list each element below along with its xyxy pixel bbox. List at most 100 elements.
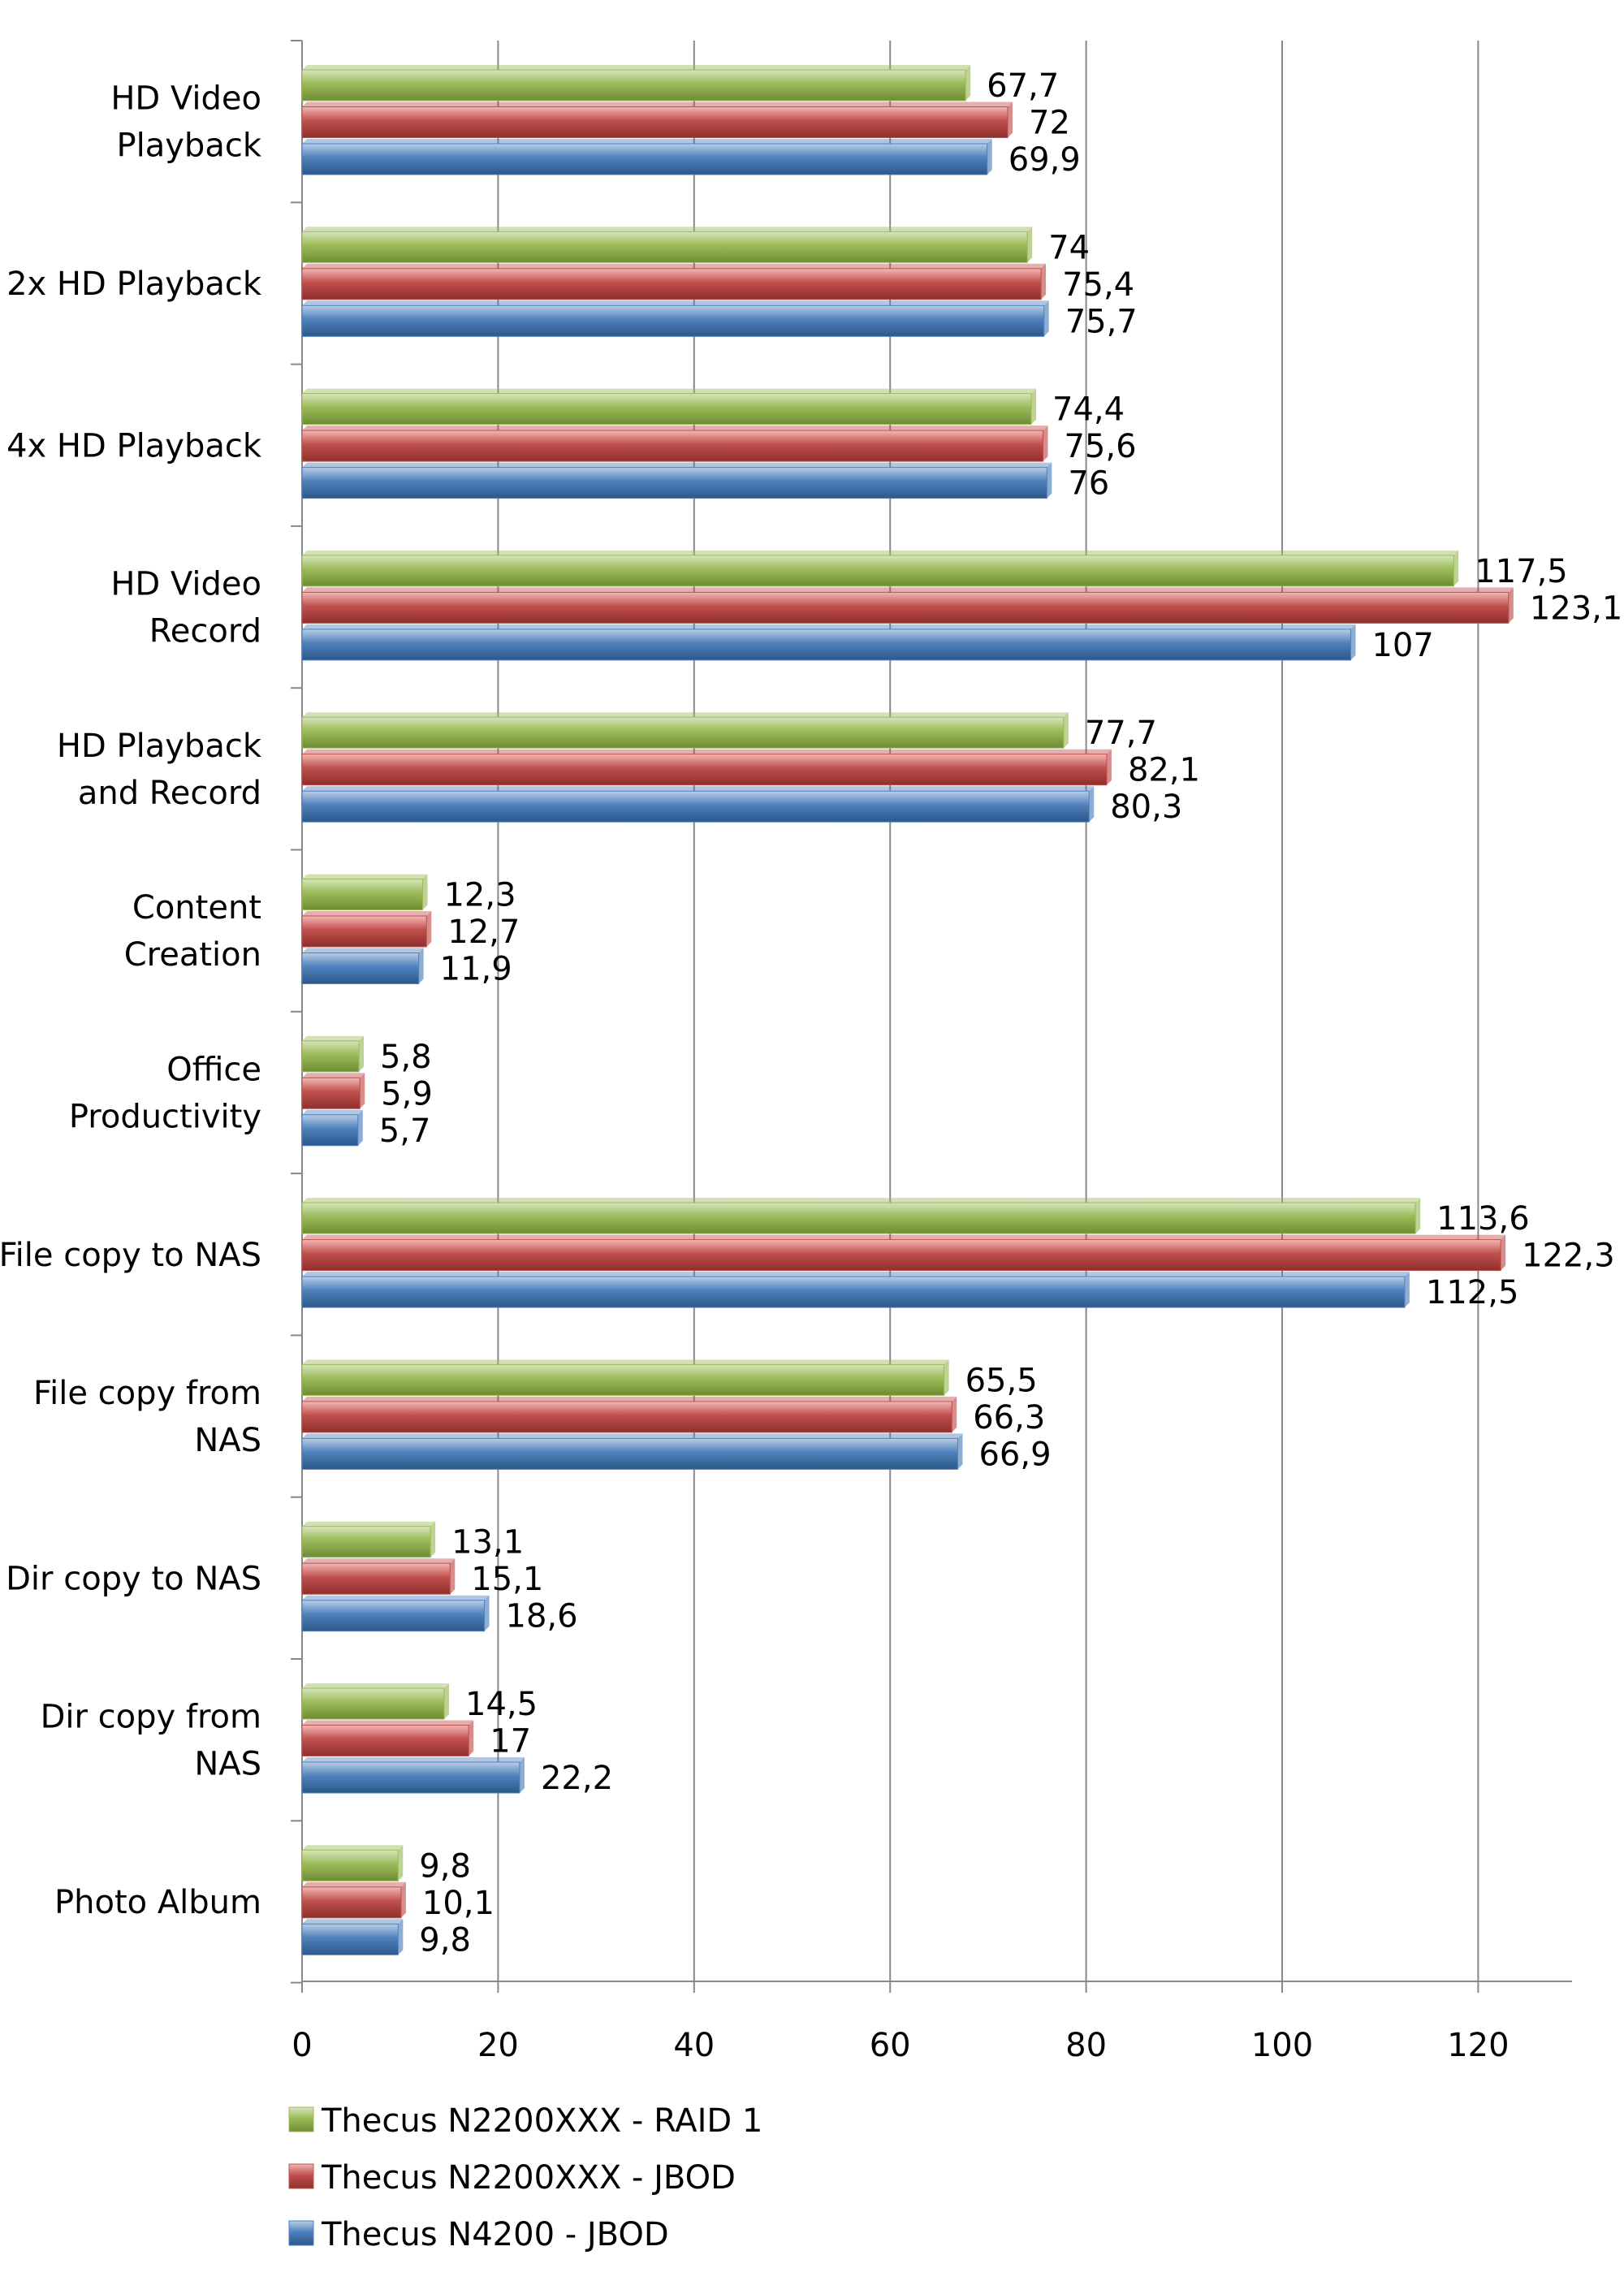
category-label: Photo Album bbox=[54, 1884, 261, 1921]
axes bbox=[291, 40, 1572, 1993]
bar-depth bbox=[469, 1720, 474, 1756]
data-label: 22,2 bbox=[541, 1760, 613, 1797]
bar-depth bbox=[987, 139, 992, 175]
bar-top bbox=[302, 1433, 963, 1439]
category-label: Content bbox=[132, 889, 261, 927]
grid-lines bbox=[497, 41, 1479, 1981]
category-label: File copy to NAS bbox=[0, 1237, 261, 1274]
bar-top bbox=[302, 712, 1069, 718]
bar-depth bbox=[1350, 624, 1356, 660]
bar-top bbox=[302, 624, 1356, 629]
bar-depth bbox=[1106, 749, 1112, 785]
bar-top bbox=[302, 1198, 1421, 1203]
bar bbox=[301, 1849, 399, 1881]
category-label: 2x HD Playback bbox=[6, 266, 262, 303]
category-label: HD Video bbox=[110, 80, 261, 118]
bar bbox=[301, 69, 966, 102]
legend-label: Thecus N2200XXX - RAID 1 bbox=[321, 2102, 762, 2140]
bar-top bbox=[302, 139, 992, 144]
bar-top bbox=[302, 1234, 1506, 1240]
bar bbox=[301, 1077, 361, 1109]
bars bbox=[301, 65, 1514, 1955]
bar-depth bbox=[1031, 388, 1037, 425]
data-label: 5,7 bbox=[379, 1112, 431, 1150]
data-label: 12,7 bbox=[447, 914, 520, 951]
bar bbox=[301, 754, 1108, 786]
bar-depth bbox=[1453, 550, 1459, 586]
bar bbox=[301, 305, 1045, 337]
bar-depth bbox=[359, 1035, 365, 1072]
bar-top bbox=[302, 1757, 525, 1762]
category-label: File copy from bbox=[33, 1375, 261, 1412]
data-label: 9,8 bbox=[419, 1921, 471, 1959]
bar-top bbox=[302, 874, 428, 879]
bar-depth bbox=[430, 1521, 436, 1557]
bar-depth bbox=[357, 1109, 363, 1146]
bar-depth bbox=[418, 948, 424, 984]
bar-depth bbox=[952, 1396, 957, 1432]
data-label: 66,9 bbox=[978, 1436, 1051, 1473]
bar bbox=[301, 1600, 486, 1632]
bar-top bbox=[302, 550, 1459, 555]
bar bbox=[301, 716, 1065, 749]
bar bbox=[301, 629, 1351, 661]
category-label: Dir copy to NAS bbox=[6, 1560, 261, 1597]
bar bbox=[301, 106, 1009, 138]
bar-top bbox=[302, 227, 1033, 232]
bar-depth bbox=[360, 1073, 365, 1109]
data-label: 12,3 bbox=[443, 877, 516, 914]
data-label: 14,5 bbox=[465, 1686, 538, 1723]
bar-top bbox=[302, 1720, 474, 1726]
bar bbox=[301, 1886, 402, 1919]
bar bbox=[301, 1687, 445, 1720]
bar-top bbox=[302, 911, 432, 916]
bar bbox=[301, 879, 423, 910]
bar bbox=[301, 430, 1043, 462]
bar-top bbox=[302, 786, 1095, 792]
category-label: Creation bbox=[124, 936, 261, 974]
bar-top bbox=[302, 426, 1048, 431]
bar-depth bbox=[484, 1595, 490, 1631]
bar-depth bbox=[444, 1683, 450, 1719]
bar-top bbox=[302, 1359, 949, 1365]
bar bbox=[301, 231, 1028, 263]
bar-depth bbox=[1043, 426, 1048, 462]
category-label: Dir copy from bbox=[41, 1699, 261, 1736]
data-label: 18,6 bbox=[506, 1598, 578, 1635]
bar bbox=[301, 1437, 958, 1470]
legend-label: Thecus N2200XXX - JBOD bbox=[321, 2159, 736, 2197]
x-tick-labels: 0 20 40 60 80 100 120 bbox=[292, 2027, 1509, 2064]
bar-top bbox=[302, 462, 1052, 468]
data-label: 122,3 bbox=[1522, 1238, 1615, 1275]
category-label: HD Playback bbox=[57, 728, 262, 765]
x-tick-label: 0 bbox=[292, 2027, 312, 2064]
bar bbox=[301, 1401, 952, 1433]
bar-top bbox=[302, 263, 1047, 269]
bar bbox=[301, 268, 1042, 300]
x-tick-label: 20 bbox=[477, 2027, 519, 2064]
x-tick-label: 80 bbox=[1065, 2027, 1107, 2064]
bar-top bbox=[302, 1035, 365, 1041]
bar-top bbox=[302, 1881, 406, 1887]
bar-top bbox=[302, 749, 1112, 754]
bar-depth bbox=[1404, 1272, 1410, 1308]
bar bbox=[301, 591, 1510, 624]
bar-depth bbox=[1041, 263, 1047, 300]
legend-swatch bbox=[288, 2106, 314, 2132]
bar-depth bbox=[1043, 300, 1049, 337]
bar bbox=[301, 393, 1032, 426]
bar-depth bbox=[1047, 462, 1052, 499]
data-label: 75,4 bbox=[1062, 266, 1134, 304]
bar-top bbox=[302, 300, 1049, 306]
bar-depth bbox=[1027, 227, 1033, 263]
bar-depth bbox=[1501, 1234, 1506, 1271]
bar bbox=[301, 555, 1454, 587]
data-label: 66,3 bbox=[973, 1399, 1045, 1436]
data-label: 76 bbox=[1068, 465, 1109, 503]
data-label: 13,1 bbox=[451, 1524, 524, 1562]
bar bbox=[301, 1725, 469, 1756]
category-label: and Record bbox=[78, 775, 261, 812]
bar bbox=[301, 1276, 1406, 1308]
data-label: 15,1 bbox=[471, 1561, 543, 1598]
legend-label: Thecus N4200 - JBOD bbox=[321, 2216, 669, 2253]
